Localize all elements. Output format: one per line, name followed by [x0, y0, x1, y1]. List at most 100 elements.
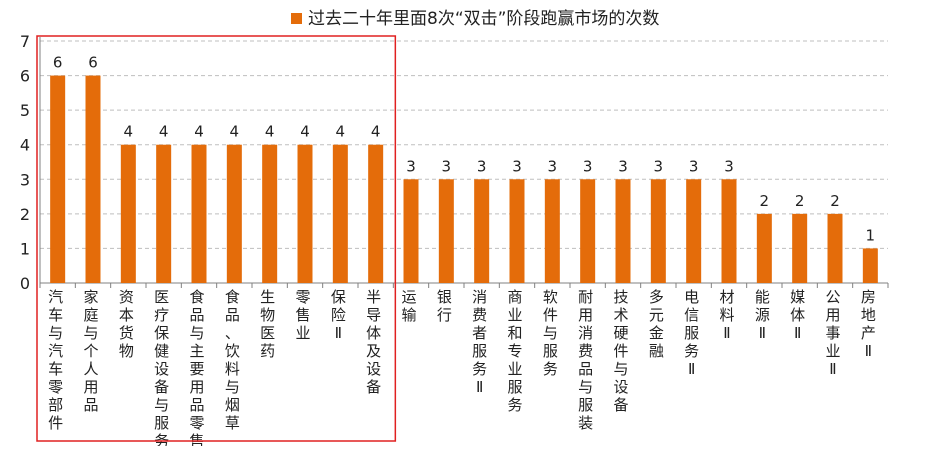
- y-tick-label: 0: [20, 274, 30, 293]
- x-tick-label-char: 事: [825, 324, 840, 342]
- x-tick-label-char: Ⅱ: [759, 324, 766, 342]
- x-tick-label-char: 公: [825, 288, 840, 306]
- data-label: 4: [194, 123, 204, 141]
- x-tick-label-char: 商: [507, 288, 522, 306]
- data-label: 4: [300, 123, 310, 141]
- bar: [438, 179, 454, 283]
- x-tick-label-char: 件: [48, 414, 63, 432]
- data-label: 3: [654, 157, 664, 175]
- x-tick-label-char: Ⅱ: [829, 360, 836, 378]
- x-tick-label-char: 本: [119, 306, 134, 324]
- x-tick-label-char: 媒: [790, 288, 805, 306]
- bar: [297, 144, 313, 283]
- x-tick-label-char: 服: [472, 342, 487, 360]
- x-tick-label-char: 服: [154, 414, 169, 432]
- x-tick-label-char: 输: [401, 306, 416, 324]
- x-tick-label-char: 料: [225, 360, 240, 378]
- highlight-box: [36, 35, 397, 442]
- bar: [615, 179, 631, 283]
- y-tick-label: 7: [20, 32, 30, 51]
- x-tick-label-char: 信: [684, 306, 699, 324]
- x-tick-label-char: 硬: [613, 324, 628, 342]
- x-tick-label-char: 车: [48, 360, 63, 378]
- y-tick-label: 1: [20, 239, 30, 258]
- bar: [756, 213, 772, 283]
- data-label: 4: [230, 123, 240, 141]
- x-tick-label-char: 医: [260, 324, 275, 342]
- x-tick-label-char: 设: [154, 360, 169, 378]
- x-tick-label-char: Ⅱ: [476, 378, 483, 396]
- x-tick-label-char: 品: [189, 396, 204, 414]
- x-tick-label-char: 体: [790, 306, 805, 324]
- x-tick-label-char: 体: [366, 324, 381, 342]
- x-tick-label-char: 费: [472, 306, 487, 324]
- x-tick-label-char: 行: [437, 306, 452, 324]
- legend-label: 过去二十年里面8次“双击”阶段跑赢市场的次数: [308, 9, 659, 29]
- data-label: 4: [371, 123, 381, 141]
- x-tick-label-char: 用: [83, 378, 98, 396]
- x-tick-label-char: 件: [543, 306, 558, 324]
- x-tick-label-char: 务: [684, 342, 699, 360]
- x-tick-label-char: 耐: [578, 288, 593, 306]
- x-tick-label-char: 电: [684, 288, 699, 306]
- bar: [226, 144, 242, 283]
- data-label: 3: [442, 157, 452, 175]
- x-tick-label-char: 烟: [225, 396, 240, 414]
- x-tick-label-char: 健: [154, 342, 169, 360]
- data-label: 3: [512, 157, 522, 175]
- x-tick-label-char: 用: [578, 306, 593, 324]
- x-tick-label-char: 融: [649, 342, 664, 360]
- x-tick-label-char: 备: [613, 396, 628, 414]
- x-tick-label-char: 消: [578, 324, 593, 342]
- data-label: 6: [88, 54, 98, 72]
- x-tick-label-char: 材: [719, 288, 734, 306]
- x-tick-label-char: 与: [578, 378, 593, 396]
- x-tick-label-char: 零: [295, 288, 310, 306]
- data-label: 3: [689, 157, 699, 175]
- x-tick-label-char: 技: [613, 288, 628, 306]
- x-tick-label-char: 业: [507, 360, 522, 378]
- x-tick-label-char: 庭: [83, 306, 98, 324]
- data-label: 2: [760, 192, 770, 210]
- x-tick-label-char: 专: [507, 342, 522, 360]
- x-tick-label-char: 售: [189, 432, 204, 446]
- x-tick-label-char: 服: [684, 324, 699, 342]
- bar: [544, 179, 560, 283]
- x-tick-label-char: 房: [861, 288, 876, 306]
- x-tick-label-char: Ⅱ: [794, 324, 801, 342]
- x-tick-label-char: 部: [48, 396, 63, 414]
- x-tick-label-char: 饮: [225, 342, 240, 360]
- bar: [474, 179, 490, 283]
- x-tick-label-char: 用: [825, 306, 840, 324]
- data-label: 3: [548, 157, 558, 175]
- x-tick-label-char: 品: [189, 306, 204, 324]
- data-label: 1: [866, 226, 876, 244]
- bar: [50, 75, 66, 283]
- data-label: 3: [406, 157, 416, 175]
- x-tick-label-char: 售: [295, 306, 310, 324]
- y-tick-label: 2: [20, 205, 30, 224]
- bar: [686, 179, 702, 283]
- data-label: 2: [795, 192, 805, 210]
- x-tick-label-char: 要: [189, 360, 204, 378]
- x-tick-label-char: 务: [507, 396, 522, 414]
- bar: [120, 144, 136, 283]
- bar: [792, 213, 808, 283]
- x-tick-label-char: 设: [613, 378, 628, 396]
- x-tick-label-char: 主: [189, 342, 204, 360]
- x-tick-label-char: 与: [543, 324, 558, 342]
- x-tick-label-char: 车: [48, 306, 63, 324]
- x-tick-label-char: 资: [119, 288, 134, 306]
- bar: [827, 213, 843, 283]
- x-tick-label-char: 装: [578, 414, 593, 432]
- x-tick-label-char: 备: [154, 378, 169, 396]
- x-tick-label-char: 消: [472, 288, 487, 306]
- bar: [368, 144, 384, 283]
- bar: [262, 144, 278, 283]
- x-tick-label-char: 源: [755, 306, 770, 324]
- x-tick-label-char: 人: [83, 360, 98, 378]
- x-tick-label-char: 物: [260, 306, 275, 324]
- x-tick-label-char: 品: [225, 306, 240, 324]
